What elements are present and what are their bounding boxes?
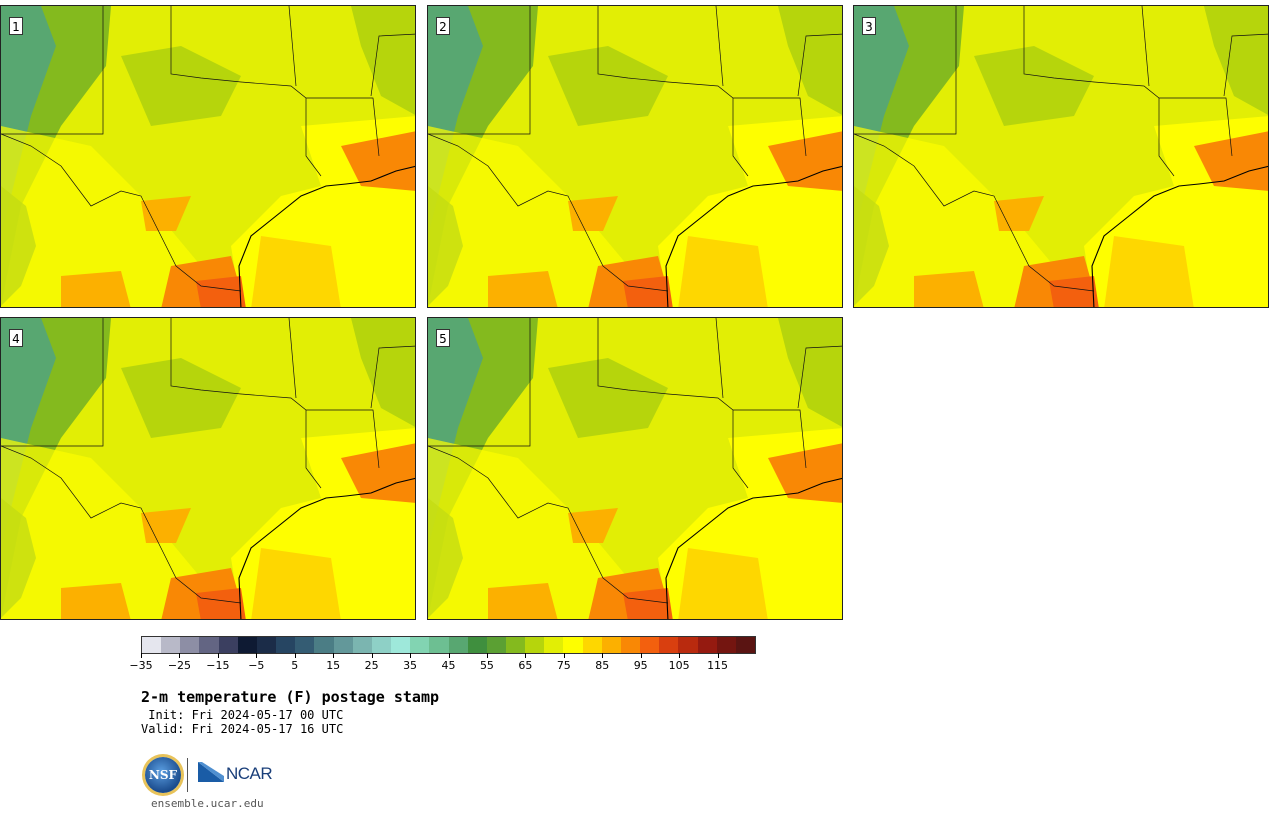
colorbar-cell	[582, 637, 602, 653]
colorbar-tick	[448, 653, 450, 658]
colorbar-cell	[410, 637, 430, 653]
colorbar-tick	[179, 653, 181, 658]
colorbar-tick	[717, 653, 719, 658]
colorbar-tick-label: 105	[668, 659, 690, 672]
colorbar-cell	[256, 637, 277, 653]
colorbar-cell	[486, 637, 506, 653]
colorbar-cell	[276, 637, 296, 653]
plot-title: 2-m temperature (F) postage stamp	[141, 688, 440, 706]
colorbar-cell	[640, 637, 660, 653]
colorbar-cell	[352, 637, 372, 653]
colorbar-tick-label: −25	[167, 659, 192, 672]
stamp-panel-5: 5	[427, 317, 843, 620]
colorbar-tick	[602, 653, 604, 658]
colorbar-tick	[525, 653, 527, 658]
colorbar-cell	[161, 637, 181, 653]
colorbar-tick-label: 95	[633, 659, 648, 672]
colorbar-tick-label: −15	[206, 659, 230, 672]
colorbar-cell	[391, 637, 411, 653]
colorbar-tick	[256, 653, 258, 658]
colorbar-tick-label: 65	[518, 659, 533, 672]
colorbar-cell	[218, 637, 238, 653]
colorbar-tick-label: 75	[556, 659, 571, 672]
colorbar-tick	[410, 653, 412, 658]
colorbar-cell	[697, 637, 717, 653]
stamp-number: 3	[862, 17, 876, 35]
colorbar-cell	[314, 637, 334, 653]
colorbar-cell	[448, 637, 468, 653]
colorbar-tick	[486, 653, 488, 658]
colorbar-cell	[678, 637, 698, 653]
colorbar-cell	[716, 637, 736, 653]
colorbar-tick	[640, 653, 642, 658]
valid-time: Valid: Fri 2024-05-17 16 UTC	[141, 722, 344, 736]
colorbar-tick-label: −5	[248, 659, 265, 672]
colorbar-tick	[679, 653, 681, 658]
stamp-panel-2: 2	[427, 5, 843, 308]
colorbar-cell	[505, 637, 526, 653]
stamp-number: 4	[9, 329, 23, 347]
ncar-logo-icon	[198, 762, 224, 782]
colorbar-cell	[735, 637, 755, 653]
colorbar-cell	[563, 637, 583, 653]
colorbar-tick	[563, 653, 565, 658]
colorbar-cell	[601, 637, 621, 653]
colorbar-tick-label: 115	[707, 659, 729, 672]
colorbar-cell	[429, 637, 449, 653]
logo-divider	[187, 758, 188, 792]
colorbar-tick-label: 85	[595, 659, 610, 672]
colorbar-cell	[295, 637, 315, 653]
colorbar-ticks: −35 −25 −15 −5 5 15 25 35 45 55 65 75 85 95 105 115	[129, 653, 756, 673]
ncar-logo-text: NCAR	[226, 764, 273, 783]
colorbar-cell	[199, 637, 219, 653]
colorbar-tick-label: 45	[441, 659, 456, 672]
colorbar-cell	[237, 637, 257, 653]
colorbar-cell	[180, 637, 200, 653]
colorbar-tick	[371, 653, 373, 658]
colorbar-tick-label: 15	[326, 659, 341, 672]
nsf-logo: NSF	[145, 757, 181, 793]
colorbar-tick-label: 25	[364, 659, 379, 672]
stamp-panel-1: 1	[0, 5, 416, 308]
init-time: Init: Fri 2024-05-17 00 UTC	[141, 708, 344, 722]
colorbar-tick	[141, 653, 142, 658]
stamp-panel-4: 4	[0, 317, 416, 620]
stamp-panel-3: 3	[853, 5, 1269, 308]
stamp-number: 5	[436, 329, 450, 347]
colorbar-cell	[544, 637, 564, 653]
colorbar	[141, 636, 756, 654]
colorbar-tick-label: −35	[129, 659, 153, 672]
colorbar-tick	[217, 653, 219, 658]
colorbar-tick-label: 55	[479, 659, 494, 672]
colorbar-cell	[620, 637, 641, 653]
colorbar-tick	[333, 653, 335, 658]
colorbar-cell	[659, 637, 679, 653]
colorbar-cell	[142, 637, 162, 653]
colorbar-tick	[294, 653, 296, 658]
colorbar-cell	[525, 637, 545, 653]
colorbar-cell	[467, 637, 487, 653]
colorbar-cell	[333, 637, 353, 653]
site-url: ensemble.ucar.edu	[151, 797, 264, 810]
colorbar-tick-label: 5	[291, 659, 299, 672]
colorbar-cell	[371, 637, 392, 653]
stamp-number: 1	[9, 17, 23, 35]
stamp-number: 2	[436, 17, 450, 35]
colorbar-tick-label: 35	[403, 659, 418, 672]
